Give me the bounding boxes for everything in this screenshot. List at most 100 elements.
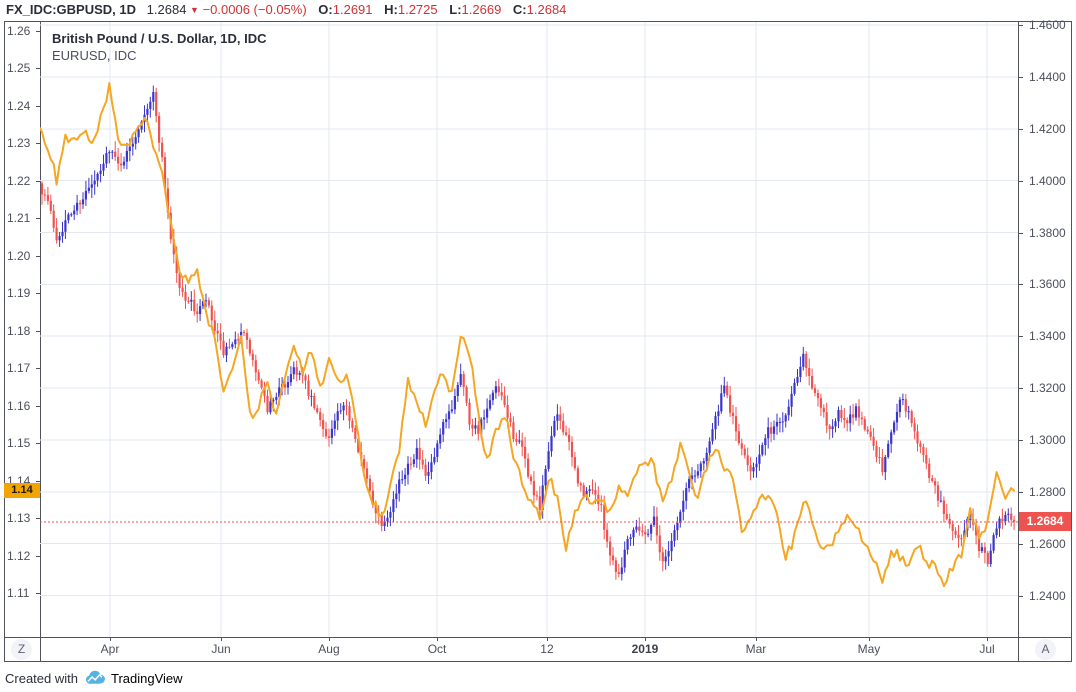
tick-mark xyxy=(547,637,548,641)
tick-mark xyxy=(221,637,222,641)
right-price-axis[interactable]: 1.4600 1.4400 1.4200 1.4000 1.3800 1.3600 1.34… xyxy=(1018,18,1076,637)
plot-bottom-border xyxy=(4,637,1072,638)
tick-mark xyxy=(1018,492,1023,493)
frame-top-border xyxy=(4,21,1072,22)
open-label: O: xyxy=(318,2,333,17)
time-axis-label: Jun xyxy=(211,642,231,656)
left-axis-tick-label: 1.15 xyxy=(7,436,31,451)
tick-mark xyxy=(36,181,40,182)
time-axis-label: 2019 xyxy=(631,642,659,656)
time-axis-label: Apr xyxy=(100,642,120,656)
tick-mark xyxy=(36,368,40,369)
right-axis-tick-label: 1.3600 xyxy=(1029,277,1066,292)
right-axis-tick-label: 1.3000 xyxy=(1029,432,1066,447)
right-axis-tick-label: 1.2600 xyxy=(1029,536,1066,551)
tick-mark xyxy=(1018,284,1023,285)
legend-main-series: British Pound / U.S. Dollar, 1D, IDC xyxy=(52,31,267,46)
tick-mark xyxy=(36,406,40,407)
time-axis-label: Aug xyxy=(318,642,340,656)
right-axis-tick-label: 1.3800 xyxy=(1029,225,1066,240)
high-label: H: xyxy=(384,2,398,17)
time-axis-label: May xyxy=(857,642,881,656)
tick-mark xyxy=(1018,77,1023,78)
chart-legend: British Pound / U.S. Dollar, 1D, IDC EUR… xyxy=(52,31,267,63)
down-triangle-icon: ▼ xyxy=(190,5,199,15)
created-with-label: Created with xyxy=(5,670,78,686)
gbpusd-price-badge: 1.2684 xyxy=(1019,512,1071,532)
tick-mark xyxy=(36,481,40,482)
close-label: C: xyxy=(512,2,527,17)
right-axis-tick-label: 1.3400 xyxy=(1029,329,1066,344)
left-axis-tick-label: 1.23 xyxy=(7,136,31,151)
auto-scale-button[interactable]: A xyxy=(1035,639,1056,660)
tick-mark xyxy=(1018,129,1023,130)
tick-mark xyxy=(329,637,330,641)
price-chart[interactable] xyxy=(40,22,1018,637)
left-axis-tick-label: 1.19 xyxy=(7,286,31,301)
tick-mark xyxy=(110,637,111,641)
tick-mark xyxy=(869,637,870,641)
tick-mark xyxy=(36,143,40,144)
left-price-axis[interactable]: 1.26 1.25 1.24 1.23 1.22 1.21 1.20 1.19 1.18 1.17… xyxy=(0,22,40,637)
left-axis-tick-label: 1.11 xyxy=(7,586,30,601)
right-axis-tick-label: 1.4600 xyxy=(1029,18,1066,33)
tick-mark xyxy=(36,31,40,32)
right-axis-tick-label: 1.4000 xyxy=(1029,173,1066,188)
tradingview-link[interactable]: TradingView xyxy=(84,670,183,686)
tick-mark xyxy=(36,256,40,257)
right-axis-tick-label: 1.4200 xyxy=(1029,121,1066,136)
tick-mark xyxy=(36,218,40,219)
tick-mark xyxy=(645,637,646,641)
tick-mark xyxy=(36,293,40,294)
time-axis[interactable]: Apr Jun Aug Oct 12 2019 Mar May Jul xyxy=(0,637,1076,661)
right-scale-border xyxy=(1018,21,1019,662)
left-axis-tick-label: 1.16 xyxy=(7,398,31,413)
tradingview-brand-text: TradingView xyxy=(110,670,183,686)
right-axis-tick-label: 1.3200 xyxy=(1029,381,1066,396)
left-axis-tick-label: 1.20 xyxy=(7,248,31,263)
tick-mark xyxy=(36,518,40,519)
low-label: L: xyxy=(449,2,462,17)
left-axis-tick-label: 1.18 xyxy=(7,323,31,338)
high-value: 1.2725 xyxy=(397,2,438,17)
scale-reset-button[interactable]: Z xyxy=(11,639,32,660)
tick-mark xyxy=(36,331,40,332)
left-scale-border xyxy=(40,21,41,662)
open-value: 1.2691 xyxy=(332,2,373,17)
right-axis-tick-label: 1.2400 xyxy=(1029,588,1066,603)
tick-mark xyxy=(437,637,438,641)
left-axis-tick-label: 1.24 xyxy=(7,98,31,113)
symbol-title: FX_IDC:GBPUSD, 1D xyxy=(6,2,137,17)
low-value: 1.2669 xyxy=(461,2,502,17)
time-axis-label: Jul xyxy=(979,642,995,656)
time-axis-label: Oct xyxy=(427,642,447,656)
tick-mark xyxy=(1018,233,1023,234)
left-axis-tick-label: 1.26 xyxy=(7,23,31,38)
last-price: 1.2684 xyxy=(146,2,187,17)
tick-mark xyxy=(1018,181,1023,182)
tick-mark xyxy=(987,637,988,641)
left-axis-tick-label: 1.25 xyxy=(7,61,31,76)
tick-mark xyxy=(36,68,40,69)
time-axis-label: Mar xyxy=(745,642,767,656)
price-change: −0.0006 (−0.05%) xyxy=(202,2,307,17)
left-axis-tick-label: 1.21 xyxy=(7,211,31,226)
right-axis-tick-label: 1.2800 xyxy=(1029,484,1066,499)
tick-mark xyxy=(1018,388,1023,389)
tick-mark xyxy=(1018,336,1023,337)
close-value: 1.2684 xyxy=(526,2,567,17)
tick-mark xyxy=(36,443,40,444)
left-axis-tick-label: 1.17 xyxy=(7,361,31,376)
symbol-info-bar: FX_IDC:GBPUSD, 1D 1.2684 ▼ −0.0006 (−0.0… xyxy=(6,2,566,20)
time-axis-label: 12 xyxy=(540,642,554,656)
tick-mark xyxy=(1018,544,1023,545)
eurusd-price-badge: 1.14 xyxy=(4,483,40,499)
legend-overlay-series: EURUSD, IDC xyxy=(52,48,137,63)
tick-mark xyxy=(1018,25,1023,26)
right-axis-tick-label: 1.4400 xyxy=(1029,69,1066,84)
tradingview-logo-icon xyxy=(85,670,105,684)
left-axis-tick-label: 1.13 xyxy=(7,511,31,526)
left-axis-tick-label: 1.22 xyxy=(7,173,31,188)
frame-left-border xyxy=(4,21,5,662)
